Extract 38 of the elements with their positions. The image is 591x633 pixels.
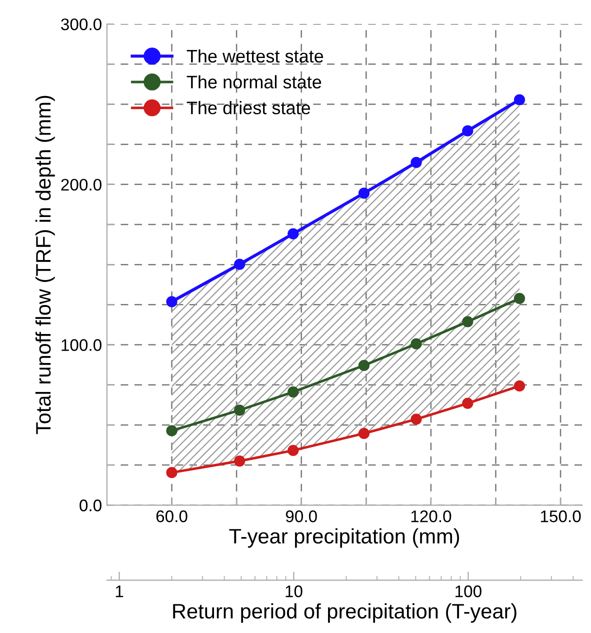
y-tick-label: 0.0 (80, 500, 102, 512)
point (462, 316, 474, 328)
x2-tick-label: 1 (116, 586, 124, 598)
point (514, 292, 526, 304)
x2-tick-label: 10 (286, 585, 302, 598)
point (358, 360, 370, 372)
point (166, 425, 178, 436)
point (514, 380, 526, 392)
y-tick-label: 200.0 (61, 178, 102, 191)
point (288, 228, 299, 240)
x-tick-label: 60.0 (156, 510, 188, 522)
point (410, 414, 422, 425)
point (410, 156, 422, 168)
x-tick-label: 120.0 (411, 510, 452, 522)
x-tick-label: 150.0 (540, 510, 581, 522)
point (234, 404, 246, 416)
x-tick-label: 90.0 (286, 510, 317, 522)
y-tick-label: 300.0 (61, 18, 102, 30)
point (234, 258, 246, 270)
point (410, 338, 422, 350)
y-axis-title: Total runoff flow (TRF) in depth (mm) (35, 96, 55, 434)
x-axis-title: T-year precipitation (mm) (229, 528, 460, 548)
point (288, 386, 299, 398)
y-tick-label: 100.0 (62, 339, 102, 351)
point (234, 455, 246, 467)
point (166, 467, 178, 478)
legend-label: The driest state (186, 101, 310, 114)
point (462, 398, 474, 409)
x2-tick-label: 100 (456, 585, 482, 598)
point (462, 125, 474, 136)
point (288, 444, 299, 456)
legend-label: The normal state (186, 75, 322, 88)
point (358, 428, 370, 440)
legend-label: The wettest state (186, 49, 324, 63)
point (166, 296, 178, 308)
x2-axis-title: Return period of precipitation (T-year) (173, 603, 516, 623)
point (514, 94, 526, 106)
point (358, 188, 370, 199)
